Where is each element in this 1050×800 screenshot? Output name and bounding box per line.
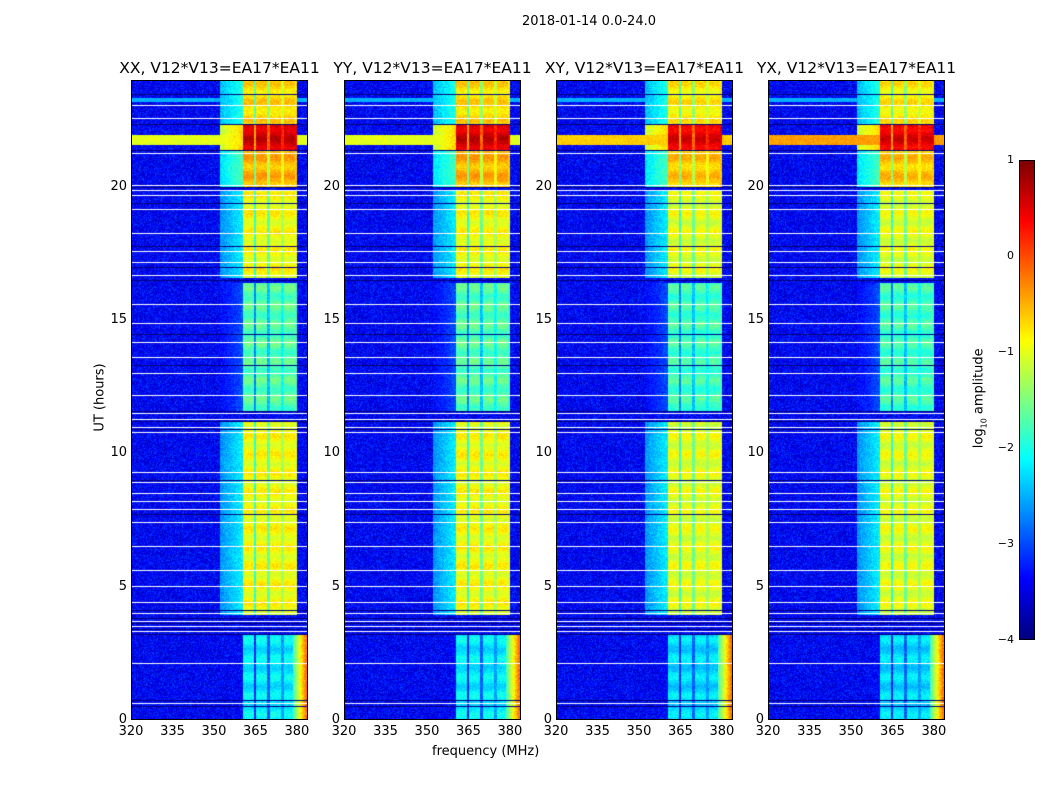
y-tick-label: 15: [535, 312, 552, 327]
y-tick-label: 20: [747, 178, 764, 194]
y-tick-label: 5: [543, 578, 552, 594]
x-tick-label: 380: [709, 724, 735, 739]
y-tick-label: 20: [323, 178, 340, 194]
y-tick-label: 5: [118, 578, 127, 594]
y-tick-label: 20: [110, 178, 127, 194]
y-tick-label: 10: [323, 445, 340, 461]
x-tick-label: 320: [543, 724, 569, 739]
x-tick-label: 320: [755, 724, 781, 739]
x-tick-label: 320: [118, 724, 144, 739]
colorbar-tick-label: −1: [997, 345, 1014, 358]
y-tick-label: 5: [331, 578, 340, 594]
x-tick-label: 320: [331, 724, 357, 739]
colorbar-tick-label: 0: [1007, 249, 1014, 262]
x-tick-label: 335: [585, 724, 610, 739]
y-tick-label: 15: [323, 312, 340, 327]
panel-title: XX, V12*V13=EA17*EA11: [119, 59, 320, 77]
x-tick-label: 335: [797, 724, 822, 739]
x-tick-label: 380: [284, 724, 310, 739]
panel-title: XY, V12*V13=EA17*EA11: [544, 59, 745, 77]
y-tick-label: 0: [118, 712, 127, 727]
panel-title: YX, V12*V13=EA17*EA11: [756, 59, 957, 77]
colorbar-label-rest: amplitude: [971, 348, 987, 419]
x-tick-label: 365: [668, 724, 693, 739]
waterfall-heatmap: [769, 81, 944, 719]
colorbar-tick-label: −3: [997, 537, 1014, 550]
y-tick-label: 10: [110, 445, 127, 461]
x-tick-label: 365: [243, 724, 268, 739]
x-tick-label: 350: [414, 724, 440, 739]
y-tick-label: 15: [110, 312, 127, 327]
y-tick-label: 10: [747, 445, 764, 461]
x-tick-label: 365: [880, 724, 905, 739]
colorbar-tick-label: −4: [997, 633, 1014, 646]
y-tick-label: 20: [535, 178, 552, 194]
panel-title: YY, V12*V13=EA17*EA11: [333, 59, 532, 77]
waterfall-heatmap: [557, 81, 732, 719]
x-tick-label: 380: [921, 724, 947, 739]
x-tick-label: 350: [201, 724, 227, 739]
waterfall-panel: [131, 80, 308, 720]
y-tick-label: 5: [755, 578, 764, 594]
y-tick-label: 15: [747, 312, 764, 327]
x-tick-label: 350: [838, 724, 864, 739]
colorbar-tick-label: −2: [997, 441, 1014, 454]
y-tick-label: 10: [535, 445, 552, 461]
x-axis-label: frequency (MHz): [432, 744, 540, 759]
colorbar-tick-label: 1: [1007, 153, 1014, 166]
y-tick-label: 0: [331, 712, 340, 727]
y-tick-label: 0: [755, 712, 764, 727]
x-tick-label: 335: [373, 724, 398, 739]
waterfall-panel: [768, 80, 945, 720]
colorbar-gradient: [1020, 161, 1034, 639]
waterfall-heatmap: [132, 81, 307, 719]
x-tick-label: 335: [160, 724, 185, 739]
figure-title: 2018-01-14 0.0-24.0: [522, 14, 656, 29]
waterfall-heatmap: [345, 81, 520, 719]
waterfall-panel: [344, 80, 521, 720]
x-tick-label: 365: [456, 724, 481, 739]
colorbar: [1019, 160, 1035, 640]
waterfall-panel: [556, 80, 733, 720]
y-axis-label: UT (hours): [92, 363, 108, 432]
y-tick-label: 0: [543, 712, 552, 727]
x-tick-label: 380: [497, 724, 523, 739]
colorbar-label-sub: 10: [979, 418, 989, 429]
x-tick-label: 350: [626, 724, 652, 739]
